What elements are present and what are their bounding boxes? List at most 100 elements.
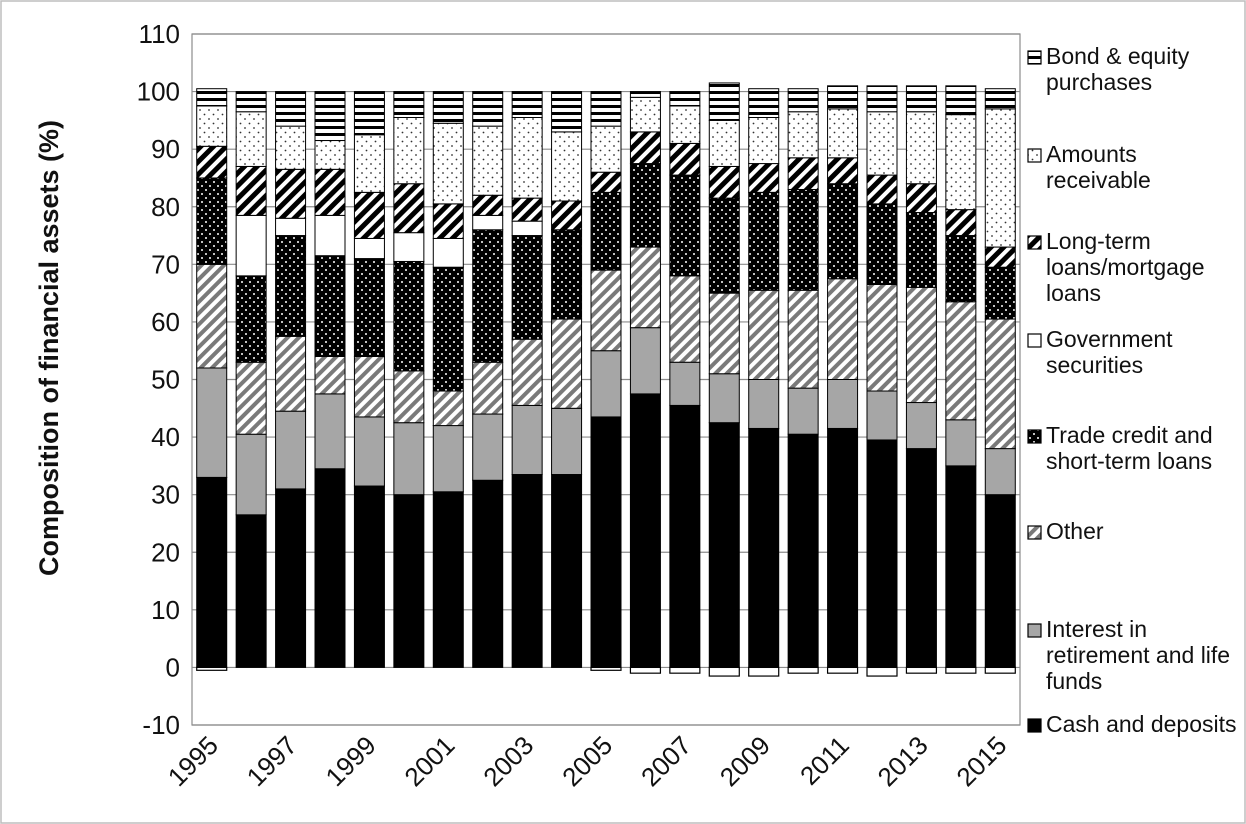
bar-segment-other xyxy=(511,338,543,406)
bar-segment-other xyxy=(314,355,346,395)
bar-segment-longterm xyxy=(432,203,464,239)
legend-label: Cash and deposits xyxy=(1046,711,1237,737)
bar-segment-other xyxy=(353,355,385,418)
bar-segment-cash xyxy=(235,514,267,668)
bar-segment-other xyxy=(393,370,425,424)
bar-segment-amounts xyxy=(945,114,977,211)
legend-swatch xyxy=(1027,148,1042,163)
bar-segment-cash xyxy=(196,476,228,668)
bar-segment-cash xyxy=(945,465,977,668)
bar-segment-trade xyxy=(551,229,583,320)
y-tick-label: 50 xyxy=(151,365,180,395)
bar-segment-bond xyxy=(275,91,307,127)
bar-segment-other xyxy=(551,318,583,409)
bar-segment-trade xyxy=(393,260,425,372)
bar-segment-bond xyxy=(393,91,425,118)
bar-segment-longterm xyxy=(314,168,346,216)
bar-segment-cash xyxy=(432,491,464,668)
bar-segment-cash xyxy=(393,494,425,668)
bar-segment-cash xyxy=(472,479,504,668)
bar-segment-bond xyxy=(984,88,1016,110)
y-tick-label: 10 xyxy=(151,595,180,625)
bar-segment-other xyxy=(827,278,859,380)
bar-segment-other xyxy=(590,269,622,352)
bar-segment-longterm xyxy=(551,200,583,231)
y-tick-label: 110 xyxy=(139,19,180,49)
bar-segment-amounts xyxy=(353,134,385,193)
bar-segment-other xyxy=(432,390,464,427)
bar-negative-segment xyxy=(748,666,780,677)
bar-segment-cash xyxy=(353,485,385,668)
y-axis-title: Composition of financial assets (%) xyxy=(34,120,64,576)
bar-segment-cash xyxy=(748,427,780,668)
bar-segment-trade xyxy=(511,235,543,340)
bar-segment-bond xyxy=(708,82,740,121)
bar-segment-trade xyxy=(984,266,1016,320)
bar-segment-gov xyxy=(235,214,267,277)
bar-segment-interest xyxy=(866,390,898,441)
legend-label: Long-term xyxy=(1046,228,1151,254)
legend-swatch xyxy=(1027,333,1042,348)
bar-segment-interest xyxy=(275,410,307,490)
bar-segment-other xyxy=(945,301,977,421)
bar-segment-other xyxy=(708,292,740,375)
bar-segment-amounts xyxy=(590,125,622,173)
bars xyxy=(196,82,1016,677)
bar-segment-cash xyxy=(590,416,622,668)
legend-label: retirement and life xyxy=(1046,642,1230,668)
bar-segment-cash xyxy=(275,488,307,668)
legend-swatch xyxy=(1027,525,1042,540)
legend-label: short-term loans xyxy=(1046,448,1212,474)
bar-segment-gov xyxy=(472,214,504,231)
bar-segment-longterm xyxy=(905,183,937,214)
legend-label: Other xyxy=(1046,518,1104,544)
bar-segment-amounts xyxy=(314,140,346,170)
bar-segment-interest xyxy=(984,448,1016,496)
bar-segment-trade xyxy=(827,183,859,280)
bar-segment-trade xyxy=(748,191,780,291)
bar-segment-cash xyxy=(827,427,859,668)
bar-segment-interest xyxy=(590,350,622,418)
x-tick-label: 2001 xyxy=(398,730,460,792)
x-tick-label: 2011 xyxy=(794,730,855,791)
bar-segment-interest xyxy=(905,402,937,450)
bar-segment-bond xyxy=(472,91,504,127)
bar-segment-amounts xyxy=(393,116,425,185)
x-tick-label: 2003 xyxy=(477,730,539,792)
bar-segment-trade xyxy=(275,235,307,337)
bar-segment-trade xyxy=(472,229,504,363)
bar-segment-bond xyxy=(905,85,937,113)
bar-segment-longterm xyxy=(629,131,661,165)
bar-segment-longterm xyxy=(945,209,977,237)
bar-segment-trade xyxy=(629,163,661,248)
y-tick-label: 30 xyxy=(151,480,180,510)
bar-segment-trade xyxy=(432,266,464,392)
bar-segment-trade xyxy=(708,197,740,294)
bar-segment-interest xyxy=(353,416,385,487)
bar-segment-amounts xyxy=(551,131,583,202)
bar-segment-cash xyxy=(905,448,937,668)
bar-segment-other xyxy=(905,286,937,404)
bar-negative-segment xyxy=(708,666,740,677)
bar-segment-other xyxy=(748,289,780,380)
x-tick-label: 2005 xyxy=(556,730,618,792)
bar-segment-bond xyxy=(748,88,780,118)
legend-swatch xyxy=(1027,50,1042,65)
bar-segment-cash xyxy=(984,494,1016,668)
bar-negative-segment xyxy=(866,666,898,677)
bar-segment-cash xyxy=(787,433,819,668)
legend-label: Trade credit and xyxy=(1046,422,1213,448)
bar-segment-bond xyxy=(353,91,385,136)
bar-segment-amounts xyxy=(708,119,740,167)
legend-label: Interest in xyxy=(1046,616,1147,642)
bar-negative-segment xyxy=(905,666,938,674)
legend-label: Bond & equity xyxy=(1046,43,1190,69)
bar-segment-longterm xyxy=(590,171,622,193)
bar-segment-bond xyxy=(787,88,819,113)
legend-label: loans/mortgage xyxy=(1046,254,1205,280)
bar-segment-longterm xyxy=(708,165,740,199)
bar-segment-bond xyxy=(866,85,898,113)
x-tick-label: 2015 xyxy=(950,730,1012,792)
